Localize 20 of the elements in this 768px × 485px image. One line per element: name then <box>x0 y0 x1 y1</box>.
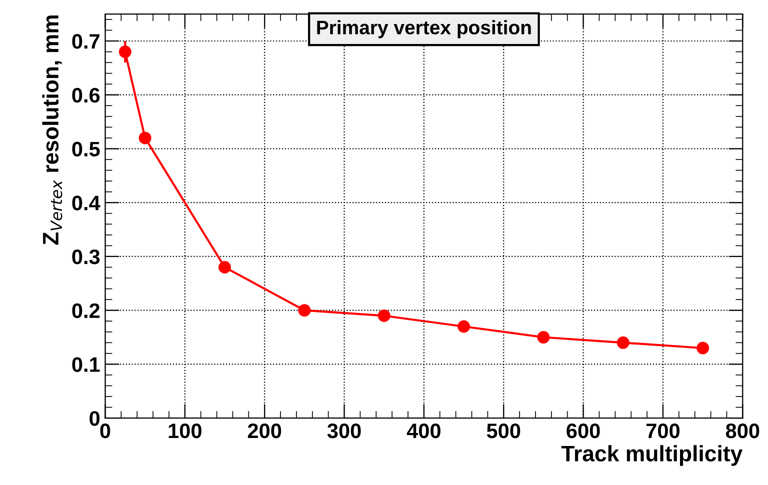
x-tick-label: 800 <box>726 423 760 438</box>
y-tick-label: 0 <box>90 411 100 426</box>
x-tick-label: 0 <box>100 423 110 438</box>
x-tick-label: 400 <box>406 423 440 438</box>
y-axis-title: Z$_{Vertex}$ resolution, mm <box>42 15 62 245</box>
y-tick-label: 0.1 <box>72 357 100 372</box>
y-tick-label: 0.5 <box>72 142 100 156</box>
y-tick-label: 0.7 <box>72 34 100 49</box>
x-axis-title: Track multiplicity <box>561 445 743 466</box>
y-tick-label: 0.4 <box>72 196 100 210</box>
chart-title: Primary vertex position <box>317 20 531 38</box>
y-tick-label: 0.6 <box>72 88 100 103</box>
x-tick-label: 700 <box>646 423 680 438</box>
x-tick-label: 600 <box>566 423 600 438</box>
y-tick-label: 0.2 <box>72 303 100 318</box>
x-tick-label: 200 <box>248 423 282 438</box>
x-tick-label: 500 <box>486 423 520 438</box>
x-tick-label: 300 <box>327 423 361 438</box>
y-tick-label: 0.3 <box>72 249 100 264</box>
x-tick-label: 100 <box>168 423 202 438</box>
